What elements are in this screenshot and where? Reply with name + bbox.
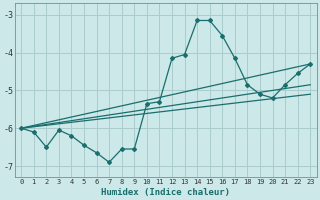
X-axis label: Humidex (Indice chaleur): Humidex (Indice chaleur): [101, 188, 230, 197]
